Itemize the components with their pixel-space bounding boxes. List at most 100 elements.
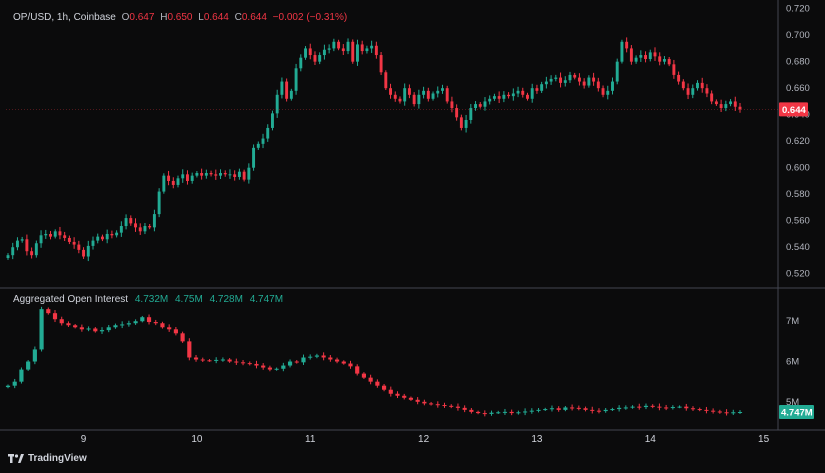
price-candle (105, 233, 109, 240)
oi-candle (570, 407, 575, 409)
open-label: O (121, 12, 130, 23)
price-candle (63, 235, 67, 238)
price-candle (138, 227, 142, 232)
price-candle (620, 41, 624, 62)
price-candle (738, 106, 742, 110)
price-candle (82, 249, 86, 257)
price-candle (389, 88, 392, 95)
price-candle (554, 77, 558, 79)
price-candle (535, 88, 539, 91)
price-candle (318, 55, 322, 62)
price-candle (49, 233, 52, 237)
price-candle (209, 173, 213, 175)
price-candle (436, 90, 440, 94)
price-candle (450, 101, 454, 109)
price-candle (157, 191, 161, 215)
oi-candle (489, 412, 494, 414)
price-candle (337, 41, 341, 49)
high-label: H (160, 12, 168, 23)
oi-candle (429, 403, 434, 405)
price-candle (563, 80, 567, 83)
oi-candle (603, 409, 608, 412)
oi-candle (408, 397, 414, 400)
price-axis-tick: 0.720 (786, 4, 810, 15)
price-candle (648, 52, 652, 60)
oi-candle (617, 407, 622, 410)
oi-candle (120, 324, 125, 326)
price-candle (573, 74, 577, 78)
oi-candle (449, 405, 454, 407)
price-candle (615, 61, 619, 82)
oi-candle (415, 399, 420, 402)
price-candle (629, 48, 633, 62)
oi-candle (583, 408, 588, 410)
oi-axis-tick: 6M (786, 357, 799, 368)
oi-candle (180, 333, 185, 342)
price-candle (464, 119, 468, 128)
price-candle (412, 94, 416, 105)
price-candle (639, 55, 643, 58)
oi-candle (731, 412, 736, 414)
oi-candle (664, 407, 669, 409)
oi-candle (388, 389, 393, 394)
price-candle (577, 77, 581, 82)
price-candle (441, 88, 444, 91)
oi-candle (321, 355, 326, 358)
price-candle (379, 55, 383, 73)
symbol-label: OP/USD, 1h, Coinbase (13, 12, 116, 23)
price-candle (710, 93, 714, 102)
oi-candle (717, 411, 722, 413)
oi-candle (576, 407, 581, 409)
oi-axis-tick: 7M (786, 316, 799, 327)
oi-candle (187, 341, 192, 358)
price-candle (686, 88, 690, 95)
oi-candle (442, 405, 447, 407)
oi-candle (5, 385, 11, 388)
oi-candle (590, 409, 595, 411)
oi-candle (267, 367, 272, 370)
price-candle (294, 68, 298, 91)
price-candle (91, 240, 95, 246)
price-candle (100, 236, 104, 240)
oi-candle (422, 401, 427, 404)
time-axis-tick: 9 (81, 434, 87, 445)
oi-candle (26, 361, 31, 370)
tradingview-brand[interactable]: TradingView (8, 453, 87, 464)
price-candle (247, 167, 251, 180)
oi-candle (207, 360, 212, 362)
price-candle (86, 245, 90, 257)
oi-candle (355, 366, 360, 374)
oi-candle (227, 359, 232, 362)
high-value: 0.650 (167, 12, 193, 23)
oi-candle (173, 329, 178, 334)
price-legend: OP/USD, 1h, Coinbase O0.647 H0.650 L0.64… (13, 12, 347, 23)
price-axis-tick: 0.620 (786, 136, 810, 147)
oi-candle (711, 410, 716, 412)
price-candle (360, 44, 364, 52)
price-candle (662, 59, 666, 62)
price-candle (266, 127, 270, 139)
price-candle (341, 48, 345, 52)
price-candle (431, 93, 435, 99)
price-candle (313, 55, 317, 62)
price-candle (540, 84, 544, 91)
price-candle (171, 180, 175, 185)
oi-candle (482, 413, 487, 415)
price-candle (67, 237, 71, 242)
last-oi-badge (779, 405, 814, 420)
price-candle (15, 240, 19, 248)
oi-candle (73, 325, 78, 328)
price-candle (280, 81, 284, 95)
price-candle (30, 251, 34, 256)
oi-candle (19, 369, 24, 382)
price-candle (544, 81, 548, 85)
price-candle (351, 41, 355, 62)
oi-candle (563, 407, 568, 410)
time-axis-tick: 14 (645, 434, 657, 445)
price-candle (143, 226, 147, 232)
price-candle (719, 104, 723, 109)
oi-candle (214, 359, 219, 361)
price-candle (502, 94, 506, 99)
